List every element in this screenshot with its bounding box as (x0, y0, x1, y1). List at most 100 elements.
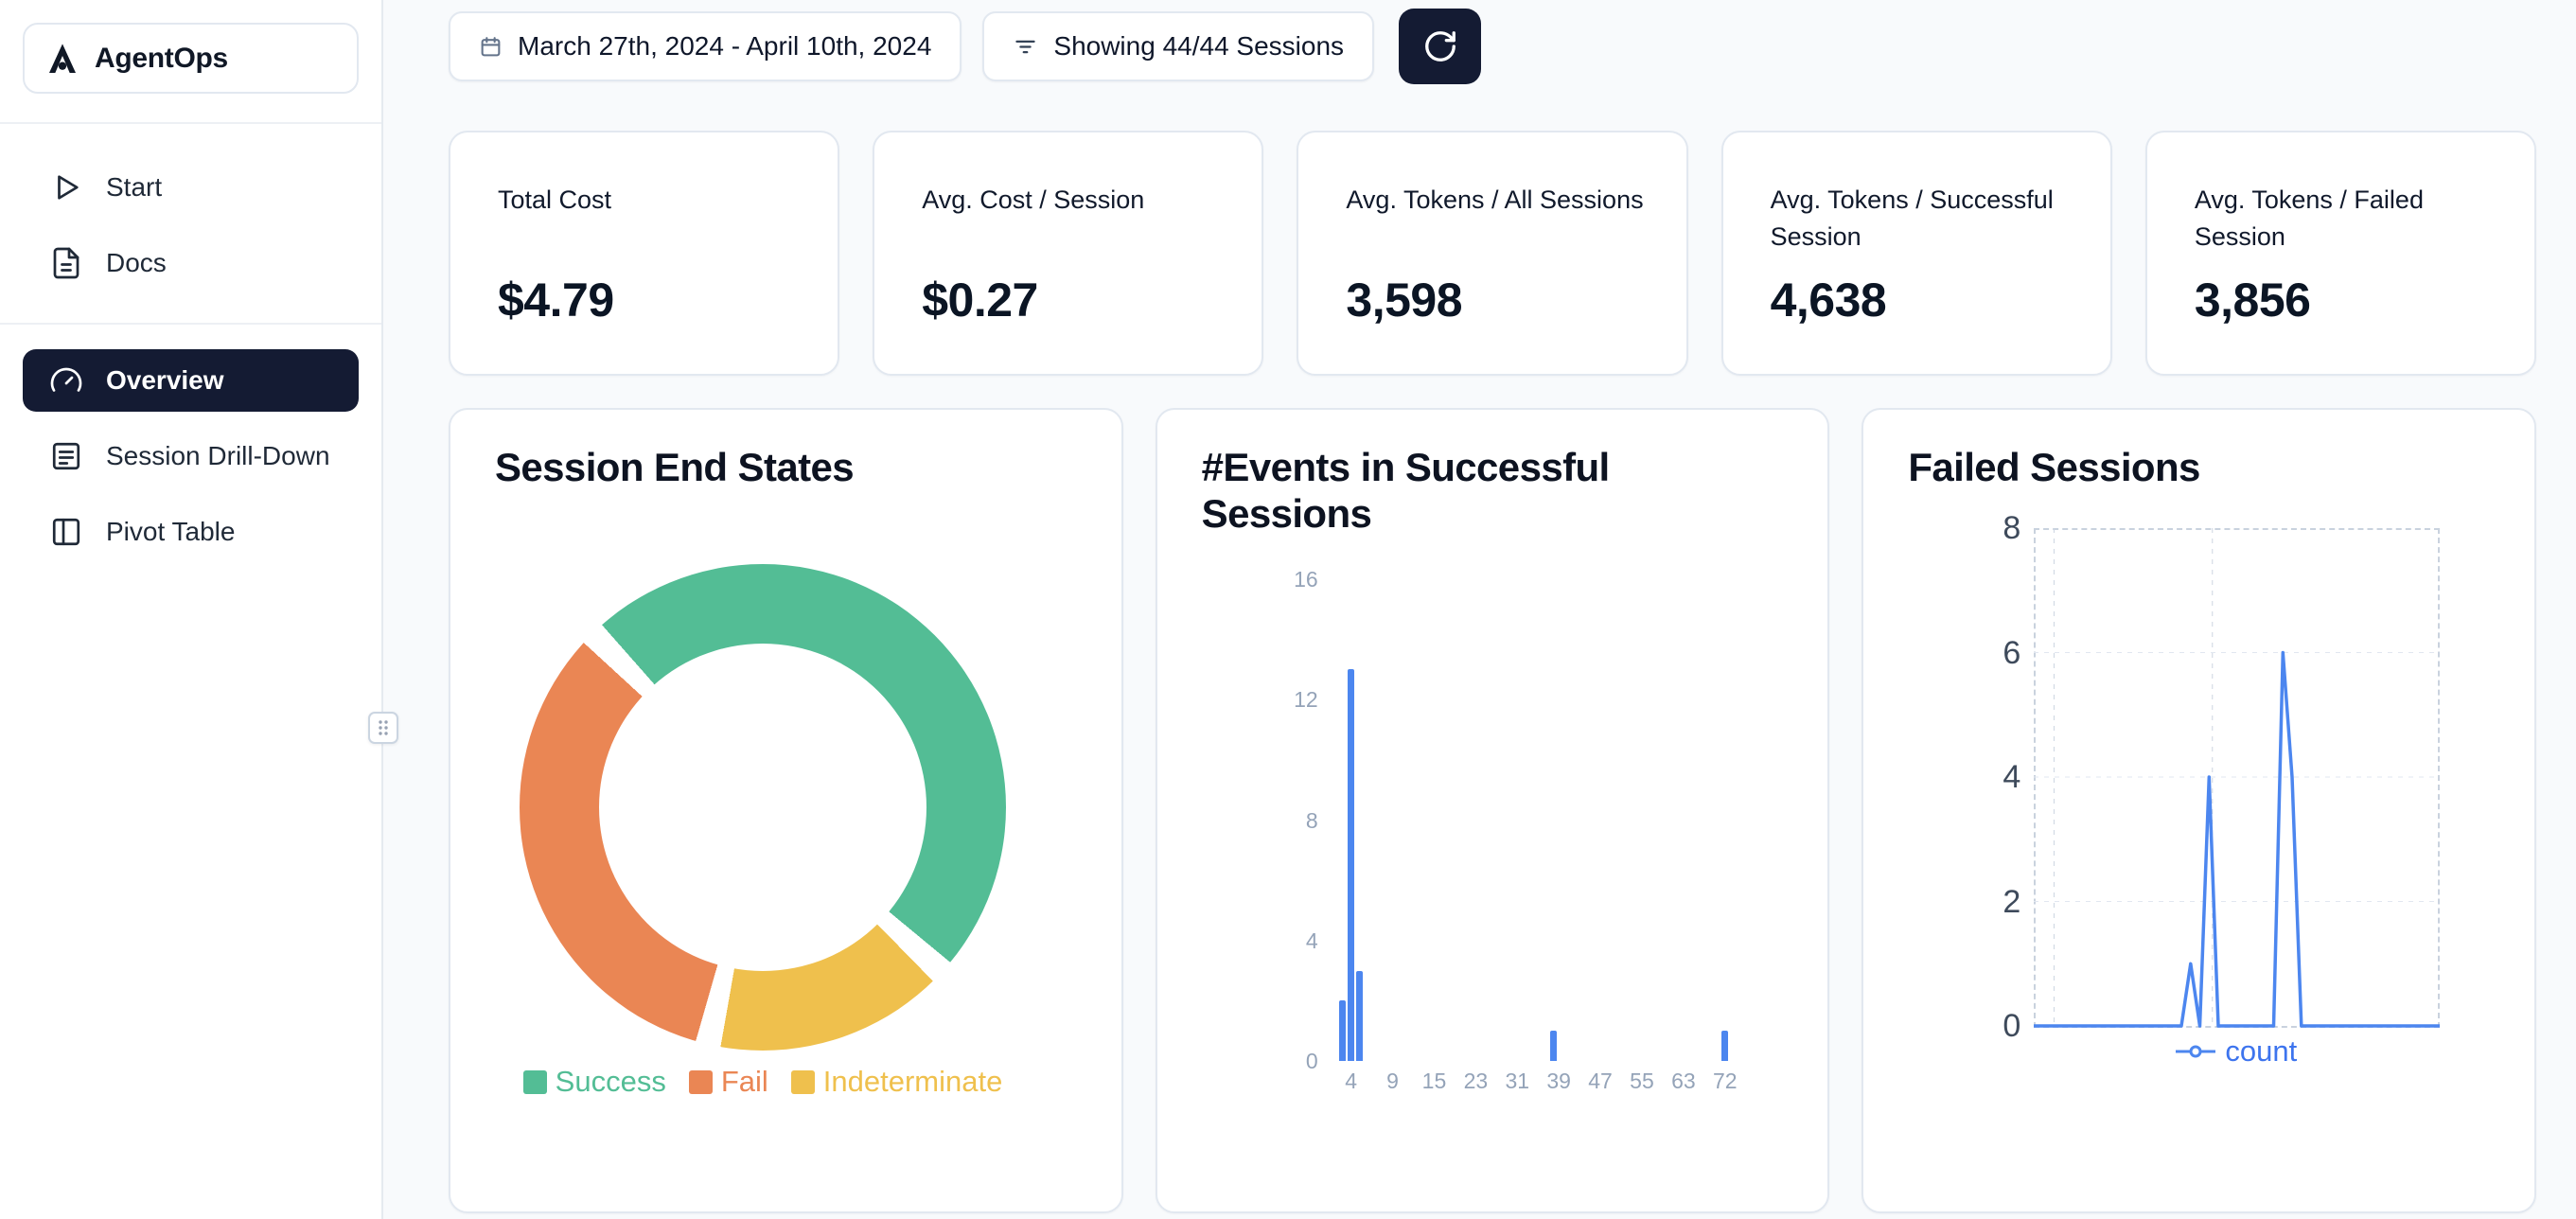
stat-card-avg-tokens-successful: Avg. Tokens / Successful Session 4,638 (1720, 131, 2112, 376)
sidebar-item-label: Session Drill-Down (106, 441, 330, 470)
legend-label: Success (555, 1065, 666, 1098)
y-tick-label: 4 (1305, 928, 1318, 953)
x-tick-label: 23 (1463, 1069, 1489, 1093)
legend-label: Fail (720, 1065, 768, 1098)
stat-card-total-cost: Total Cost $4.79 (449, 131, 840, 376)
stat-label: Avg. Cost / Session (922, 186, 1145, 214)
histogram-bar (1721, 1031, 1729, 1061)
stat-value: $4.79 (498, 274, 614, 327)
y-tick-label: 8 (2003, 510, 2021, 546)
session-end-states-card: Session End States Success Fail Indetermin… (449, 408, 1123, 1213)
legend-swatch-icon (522, 1069, 547, 1094)
sidebar-resize-handle[interactable] (368, 712, 398, 744)
events-histogram-card: #Events in Successful Sessions 0 4 8 12 16 4 9… (1155, 408, 1830, 1213)
stat-value: 4,638 (1770, 274, 1887, 327)
gauge-icon (50, 367, 82, 392)
refresh-button[interactable] (1399, 9, 1482, 84)
x-tick-label: 47 (1588, 1069, 1613, 1093)
x-tick-label: 63 (1671, 1069, 1696, 1093)
y-tick-label: 6 (2003, 634, 2021, 671)
sidebar: AgentOps Start Docs Overview (0, 0, 383, 1219)
stat-label: Avg. Tokens / All Sessions (1346, 186, 1644, 214)
legend-series-label: count (2225, 1034, 2298, 1068)
sidebar-item-label: Docs (106, 248, 167, 277)
sidebar-item-pivot-table[interactable]: Pivot Table (23, 501, 359, 563)
y-tick-label: 4 (2003, 759, 2021, 795)
events-bar-chart: 0 4 8 12 16 4 9 15 23 31 39 47 55 63 72 (1157, 410, 1828, 1211)
divider (0, 323, 381, 325)
sidebar-item-session-drill-down[interactable]: Session Drill-Down (23, 425, 359, 487)
y-tick-label: 12 (1294, 687, 1318, 713)
x-tick-label: 72 (1712, 1069, 1738, 1093)
legend-label: Indeterminate (822, 1065, 1003, 1098)
count-series-line (2034, 650, 2441, 1028)
main-content: March 27th, 2024 - April 10th, 2024 Show… (385, 0, 2576, 1213)
y-tick-label: 0 (2003, 1008, 2021, 1044)
sessions-filter-button[interactable]: Showing 44/44 Sessions (982, 11, 1375, 81)
x-tick-label: 4 (1345, 1069, 1358, 1093)
grip-dots-icon (379, 720, 388, 735)
refresh-icon (1424, 31, 1456, 62)
histogram-bar (1550, 1031, 1558, 1061)
legend-line-icon (2176, 1045, 2216, 1058)
sidebar-item-start[interactable]: Start (23, 156, 359, 219)
legend-item-fail[interactable]: Fail (688, 1065, 768, 1099)
chart-title: Session End States (495, 445, 855, 489)
stat-card-avg-cost-session: Avg. Cost / Session $0.27 (873, 131, 1264, 376)
sidebar-item-docs[interactable]: Docs (23, 232, 359, 294)
stat-label: Avg. Tokens / Successful Session (1770, 186, 2054, 252)
filter-icon (1015, 40, 1036, 53)
histogram-bar (1348, 669, 1355, 1061)
stat-value: $0.27 (922, 274, 1038, 327)
calendar-icon (481, 36, 501, 56)
play-icon (58, 175, 79, 200)
donut-chart (520, 564, 1006, 1051)
legend-item-success[interactable]: Success (522, 1065, 666, 1099)
x-tick-label: 55 (1630, 1069, 1654, 1093)
app-logo: AgentOps (23, 23, 359, 94)
sidebar-nav-main: Overview Session Drill-Down Pivot Table (0, 325, 381, 563)
sidebar-item-label: Overview (106, 365, 224, 395)
y-tick-label: 16 (1294, 567, 1318, 592)
legend-swatch-icon (790, 1069, 815, 1094)
docs-icon (53, 247, 79, 279)
sidebar-item-label: Start (106, 172, 163, 202)
sidebar-item-overview[interactable]: Overview (23, 349, 359, 412)
donut-legend: Success Fail Indeterminate (450, 1065, 1075, 1099)
sidebar-nav-top: Start Docs (0, 124, 381, 294)
legend-item-indeterminate[interactable]: Indeterminate (790, 1065, 1003, 1099)
x-tick-label: 39 (1546, 1069, 1571, 1093)
agentops-logo-icon (49, 43, 76, 73)
y-tick-label: 0 (1305, 1049, 1318, 1073)
histogram-bar (1339, 1000, 1347, 1061)
failed-line-chart: 0 2 4 6 8 (1863, 410, 2534, 1211)
date-range-button[interactable]: March 27th, 2024 - April 10th, 2024 (449, 11, 962, 81)
line-chart-svg (2034, 528, 2441, 1028)
pivot-table-icon (52, 518, 80, 546)
x-tick-label: 31 (1505, 1069, 1530, 1093)
date-range-label: March 27th, 2024 - April 10th, 2024 (518, 31, 932, 61)
stats-row: Total Cost $4.79 Avg. Cost / Session $0.… (449, 131, 2537, 376)
charts-row: Session End States Success Fail Indetermin… (449, 408, 2537, 1213)
x-tick-label: 9 (1386, 1069, 1399, 1093)
stat-value: 3,598 (1346, 274, 1463, 327)
chart-title: #Events in Successful Sessions (1201, 445, 1611, 537)
stat-label: Avg. Tokens / Failed Session (2194, 186, 2424, 252)
topbar: March 27th, 2024 - April 10th, 2024 Show… (449, 6, 2536, 87)
app-title: AgentOps (95, 42, 228, 74)
x-tick-label: 15 (1421, 1069, 1447, 1093)
failed-sessions-card: Failed Sessions 0 2 4 6 8 count (1861, 408, 2537, 1213)
stat-label: Total Cost (498, 186, 612, 214)
stat-card-avg-tokens-all: Avg. Tokens / All Sessions 3,598 (1297, 131, 1688, 376)
line-chart-legend[interactable]: count (2066, 1034, 2407, 1069)
session-list-icon (52, 442, 80, 470)
legend-swatch-icon (688, 1069, 713, 1094)
stat-value: 3,856 (2194, 274, 2311, 327)
stat-card-avg-tokens-failed: Avg. Tokens / Failed Session 3,856 (2144, 131, 2537, 376)
donut-hole (599, 644, 926, 971)
chart-title: Failed Sessions (1908, 445, 2200, 489)
y-tick-label: 2 (2003, 883, 2021, 920)
sessions-filter-label: Showing 44/44 Sessions (1053, 31, 1345, 61)
y-tick-label: 8 (1305, 807, 1318, 833)
histogram-bar (1355, 970, 1363, 1061)
